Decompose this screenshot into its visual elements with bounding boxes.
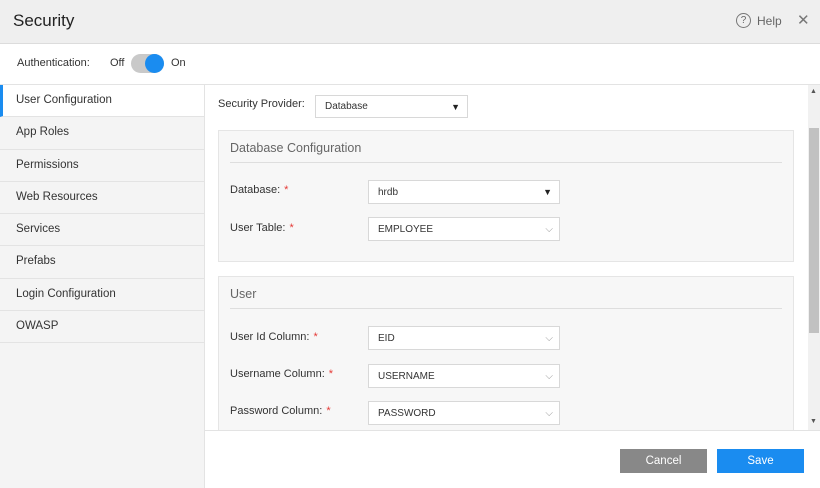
help-label: Help (757, 13, 782, 28)
username-column-select[interactable]: USERNAME ⌵ (368, 364, 560, 388)
scroll-up-icon[interactable]: ▲ (810, 88, 817, 95)
database-label: Database: * (230, 184, 289, 196)
database-value: hrdb (378, 186, 399, 198)
user-table-label: User Table: * (230, 222, 294, 234)
toggle-knob[interactable] (145, 54, 164, 73)
user-panel: User User Id Column: * EID ⌵ Username Colu… (218, 276, 794, 430)
chevron-down-icon: ⌵ (545, 370, 553, 382)
sidebar-item-permissions[interactable]: Permissions (0, 150, 204, 182)
help-button[interactable]: ? Help (736, 13, 782, 28)
sidebar-item-services[interactable]: Services (0, 214, 204, 247)
divider (230, 308, 782, 309)
save-button[interactable]: Save (717, 449, 804, 473)
authentication-row: Authentication: Off On (0, 44, 820, 85)
user-table-value: EMPLOYEE (378, 223, 434, 235)
username-column-value: USERNAME (378, 370, 435, 382)
password-column-label: Password Column: * (230, 405, 331, 417)
dropdown-arrow-icon: ▼ (543, 187, 552, 197)
chevron-down-icon: ⌵ (545, 332, 553, 344)
username-column-label: Username Column: * (230, 368, 334, 380)
help-icon: ? (736, 13, 751, 28)
dialog-title: Security (13, 11, 75, 30)
dropdown-arrow-icon: ▼ (451, 101, 460, 112)
sidebar-item-user-configuration[interactable]: User Configuration (0, 85, 204, 118)
vertical-scrollbar[interactable]: ▲ ▼ (808, 85, 820, 430)
chevron-down-icon: ⌵ (545, 223, 553, 235)
database-configuration-panel: Database Configuration Database: * hrdb ▼ … (218, 130, 794, 262)
user-id-column-select[interactable]: EID ⌵ (368, 326, 560, 350)
user-id-column-label: User Id Column: * (230, 331, 318, 343)
dialog-header: Security ? Help ✕ (0, 0, 820, 44)
toggle-on-label: On (171, 57, 186, 69)
security-provider-label: Security Provider: (218, 98, 305, 110)
panel-title: User (230, 287, 257, 301)
sidebar-item-prefabs[interactable]: Prefabs (0, 246, 204, 279)
authentication-label: Authentication: (17, 57, 90, 69)
divider (230, 162, 782, 163)
user-id-column-value: EID (378, 332, 395, 344)
sidebar-item-login-configuration[interactable]: Login Configuration (0, 279, 204, 312)
chevron-down-icon: ⌵ (545, 407, 553, 419)
sidebar-item-web-resources[interactable]: Web Resources (0, 182, 204, 215)
sidebar-item-owasp[interactable]: OWASP (0, 311, 204, 344)
sidebar-item-app-roles[interactable]: App Roles (0, 117, 204, 150)
dialog-footer: Cancel Save (205, 430, 820, 488)
user-table-select[interactable]: EMPLOYEE ⌵ (368, 217, 560, 241)
security-provider-value: Database (325, 101, 368, 112)
password-column-select[interactable]: PASSWORD ⌵ (368, 401, 560, 425)
scrollbar-thumb[interactable] (809, 128, 819, 333)
security-provider-select[interactable]: Database ▼ (315, 95, 468, 118)
close-icon[interactable]: ✕ (797, 12, 810, 29)
toggle-off-label: Off (110, 57, 125, 69)
scroll-down-icon[interactable]: ▼ (810, 418, 817, 425)
authentication-toggle[interactable] (131, 54, 164, 73)
sidebar: User Configuration App Roles Permissions… (0, 85, 205, 488)
database-select[interactable]: hrdb ▼ (368, 180, 560, 204)
cancel-button[interactable]: Cancel (620, 449, 707, 473)
panel-title: Database Configuration (230, 141, 362, 155)
password-column-value: PASSWORD (378, 407, 436, 419)
main-content: Security Provider: Database ▼ Database Co… (205, 85, 808, 430)
